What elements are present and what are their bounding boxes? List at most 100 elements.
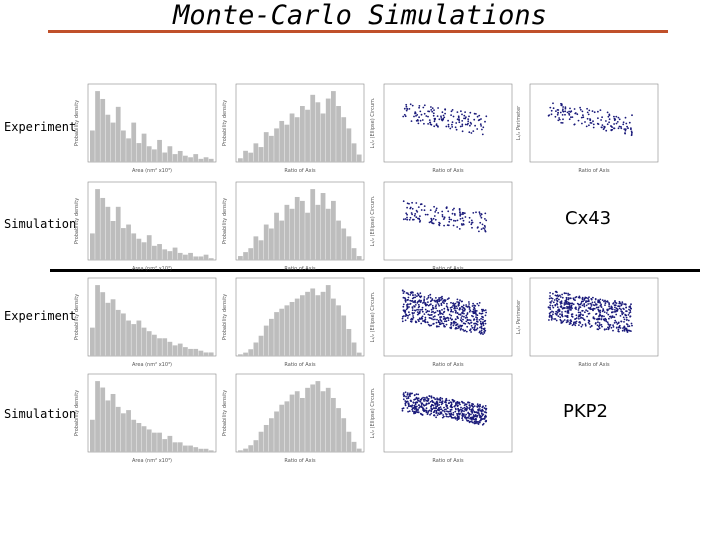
scatter-point (460, 305, 463, 308)
scatter-point (478, 211, 481, 214)
scatter-point (623, 303, 626, 306)
scatter-point (424, 213, 427, 216)
histogram-bar (95, 189, 100, 260)
scatter-point (450, 110, 453, 113)
scatter-point (441, 416, 444, 419)
scatter-point (608, 325, 611, 328)
scatter-point (585, 125, 588, 128)
scatter-point (620, 304, 623, 307)
histogram-bar (167, 435, 173, 452)
scatter-point (423, 209, 426, 212)
scatter-point (604, 317, 607, 320)
scatter-point (437, 303, 440, 305)
scatter-point (455, 128, 458, 131)
x-axis-label: Area (nm² x10³) (132, 168, 172, 174)
scatter-point (581, 298, 584, 301)
scatter-point (416, 114, 419, 116)
scatter-point (443, 224, 445, 227)
scatter-point (470, 331, 472, 333)
scatter-point (410, 291, 413, 294)
scatter-point (403, 290, 406, 293)
scatter-point (454, 214, 456, 216)
scatter-point (566, 311, 569, 314)
scatter-point (561, 313, 563, 315)
scatter-point (427, 313, 430, 316)
scatter-point (568, 293, 571, 296)
scatter-point (468, 308, 471, 310)
scatter-point (587, 300, 590, 303)
scatter-point (597, 328, 600, 331)
chart-svg: Probability density Ratio of Axis (222, 181, 365, 272)
scatter-point (554, 290, 557, 293)
scatter-point (550, 318, 553, 321)
chart-svg: L₁/₂ Perimeter Ratio of Axis (516, 83, 659, 174)
scatter-point (445, 125, 448, 128)
scatter-point (608, 305, 610, 308)
histogram-bar (126, 224, 131, 260)
scatter-point (587, 303, 590, 305)
scatter-point (600, 323, 603, 326)
scatter-point (404, 391, 407, 394)
scatter-point (587, 299, 590, 301)
histogram-bar (310, 94, 316, 162)
scatter-point (578, 324, 580, 326)
scatter-point (422, 302, 424, 304)
histogram-bar (121, 313, 126, 356)
chart-svg: L₁/₂ (Ellipse) Circum. Ratio of Axis (370, 277, 513, 368)
scatter-point (561, 110, 564, 112)
scatter-point (554, 115, 557, 118)
scatter-point (417, 409, 419, 412)
scatter-point (549, 301, 552, 304)
scatter-point (629, 309, 632, 312)
scatter-point (430, 412, 433, 415)
scatter-point (441, 409, 444, 412)
scatter-point (586, 117, 589, 120)
panel-cx43-experiment-ratio: Probability density Ratio of Axis (218, 78, 368, 174)
histogram-bar (274, 128, 279, 162)
histogram-bar (331, 298, 336, 356)
scatter-point (406, 218, 409, 221)
scatter-point (620, 308, 622, 311)
scatter-point (560, 102, 562, 105)
scatter-point (413, 214, 416, 217)
scatter-point (578, 314, 580, 316)
scatter-point (469, 319, 472, 322)
scatter-point (430, 409, 433, 411)
scatter-point (564, 110, 567, 113)
scatter-point (464, 123, 467, 126)
scatter-point (484, 229, 487, 232)
scatter-point (450, 308, 453, 311)
scatter-point (480, 213, 483, 216)
scatter-point (438, 404, 441, 406)
scatter-point (579, 311, 582, 314)
scatter-point (563, 306, 565, 309)
scatter-point (581, 314, 584, 316)
scatter-point (561, 311, 563, 313)
histogram-bar (90, 130, 95, 162)
scatter-point (443, 307, 446, 310)
scatter-point (424, 321, 427, 324)
histogram-bar (294, 298, 300, 356)
scatter-point (564, 113, 566, 116)
scatter-point (457, 116, 460, 119)
histogram-bar (121, 413, 126, 452)
scatter-point (564, 310, 567, 313)
scatter-point (624, 132, 626, 134)
scatter-point (446, 405, 448, 408)
x-axis-label: Ratio of Axis (432, 168, 464, 174)
scatter-point (610, 326, 613, 329)
scatter-point (628, 312, 631, 314)
histogram-bar (208, 158, 214, 162)
scatter-point (460, 411, 463, 413)
histogram-bar (294, 391, 300, 452)
scatter-point (620, 127, 623, 130)
scatter-point (404, 311, 407, 314)
chart-svg: Probability density Area (nm² x10³) (74, 373, 217, 464)
scatter-point (443, 216, 446, 219)
scatter-point (479, 409, 482, 412)
histogram-bar (284, 204, 290, 260)
scatter-point (438, 398, 441, 400)
scatter-point (450, 408, 453, 411)
scatter-point (434, 407, 437, 410)
chart-svg: L₁/₂ (Ellipse) Circum. Ratio of Axis (370, 373, 513, 464)
